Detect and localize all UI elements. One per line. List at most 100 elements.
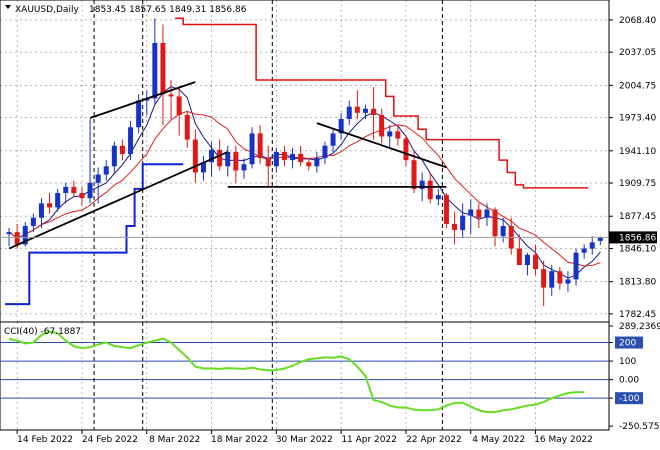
candle-body bbox=[346, 106, 352, 120]
cci-panel-frame bbox=[0, 321, 610, 431]
price-tick-label: 1813.80 bbox=[619, 278, 656, 288]
header: XAUUSD,Daily 1853.45 1857.65 1849.31 185… bbox=[5, 5, 247, 15]
candle-body bbox=[411, 160, 417, 189]
price-panel-frame bbox=[0, 0, 610, 323]
cci-tick-label: -250.5758 bbox=[619, 422, 660, 432]
candle-body bbox=[330, 133, 336, 146]
candle-body bbox=[200, 162, 206, 173]
trend-line bbox=[316, 122, 447, 169]
candle-body bbox=[79, 193, 85, 199]
candle-body bbox=[95, 174, 101, 183]
current-price-tag bbox=[609, 231, 657, 244]
candle-body bbox=[597, 237, 603, 241]
candle-body bbox=[395, 131, 401, 139]
candle-body bbox=[176, 96, 182, 115]
candle-body bbox=[184, 114, 190, 140]
candle-body bbox=[257, 133, 263, 159]
moving-averages bbox=[8, 85, 601, 279]
candle-body bbox=[6, 232, 12, 235]
trend-line bbox=[89, 81, 196, 119]
candle-body bbox=[354, 106, 360, 113]
candle-body bbox=[168, 94, 174, 97]
candle-body bbox=[419, 180, 425, 189]
candle-body bbox=[136, 100, 142, 128]
candle-body bbox=[573, 252, 579, 280]
fast-moving-average bbox=[8, 85, 601, 279]
candle-body bbox=[581, 248, 587, 253]
current-price-label: 1856.86 bbox=[619, 233, 656, 243]
candle-body bbox=[403, 138, 409, 161]
candle-body bbox=[314, 158, 320, 167]
cci-tick-label: -100 bbox=[619, 394, 640, 404]
candle-body bbox=[265, 158, 271, 167]
trend-lines bbox=[8, 81, 447, 250]
candle-body bbox=[71, 186, 77, 194]
candle-body bbox=[306, 162, 312, 167]
cci-tick-label: 100 bbox=[619, 357, 636, 367]
date-axis: 14 Feb 2022 24 Feb 2022 8 Mar 2022 18 Mar 2… bbox=[0, 429, 609, 445]
candle-body bbox=[533, 254, 539, 270]
candle-body bbox=[565, 279, 571, 284]
candle-body bbox=[379, 114, 385, 137]
candle-body bbox=[371, 108, 377, 115]
date-tick-label: 4 May 2022 bbox=[472, 435, 525, 445]
price-tick-label: 1973.40 bbox=[619, 114, 656, 124]
lower-stop-line bbox=[5, 163, 184, 306]
cci-level-tag bbox=[615, 336, 643, 349]
candle-body bbox=[589, 242, 595, 249]
price-panel: XAUUSD,Daily 1853.45 1857.65 1849.31 185… bbox=[0, 0, 610, 323]
candle-body bbox=[435, 195, 441, 200]
trend-line bbox=[8, 151, 229, 250]
cci-tick-label: 0.00 bbox=[619, 376, 639, 386]
candle-body bbox=[468, 209, 474, 216]
candle-body bbox=[119, 145, 125, 154]
candle-body bbox=[241, 164, 247, 171]
date-tick-label: 18 Mar 2022 bbox=[211, 435, 268, 445]
candle-body bbox=[452, 223, 458, 231]
candle-body bbox=[362, 108, 368, 113]
date-tick-label: 30 Mar 2022 bbox=[276, 435, 333, 445]
candle-body bbox=[492, 209, 498, 237]
triangle-down-icon[interactable] bbox=[5, 5, 11, 9]
candle-body bbox=[338, 119, 344, 134]
stop-lines bbox=[5, 17, 589, 306]
date-tick-label: 14 Feb 2022 bbox=[17, 435, 73, 445]
price-tick-label: 1877.45 bbox=[619, 212, 656, 222]
cci-label: CCI(40) -67.1887 bbox=[4, 327, 81, 337]
symbol-label: XAUUSD,Daily bbox=[15, 5, 79, 15]
candle-body bbox=[524, 254, 530, 266]
price-tick-label: 1846.10 bbox=[619, 244, 656, 254]
candle-body bbox=[128, 127, 134, 154]
candle-body bbox=[273, 151, 279, 167]
candles bbox=[6, 18, 603, 307]
cci-tick-label: 200 bbox=[619, 339, 636, 349]
price-tick-label: 2068.40 bbox=[619, 16, 656, 26]
candle-body bbox=[22, 225, 28, 245]
candle-body bbox=[281, 151, 287, 161]
price-tick-label: 2037.05 bbox=[619, 48, 656, 58]
candle-body bbox=[460, 215, 466, 231]
cci-panel: CCI(40) -67.1887 bbox=[0, 321, 610, 431]
candle-body bbox=[103, 166, 109, 175]
candle-body bbox=[55, 193, 61, 208]
upper-stop-line bbox=[175, 17, 589, 189]
candle-body bbox=[443, 195, 449, 224]
cci-axis: 289.2369 200 100 0.00 -100 -250.5758 bbox=[609, 322, 660, 432]
price-tick-label: 1941.10 bbox=[619, 147, 656, 157]
candle-body bbox=[557, 271, 563, 284]
candle-body bbox=[322, 145, 328, 159]
candle-body bbox=[225, 151, 231, 167]
candle-body bbox=[87, 182, 93, 199]
price-axis: 2068.40 2037.05 2004.75 1973.40 1941.10 1909.… bbox=[609, 16, 657, 320]
price-tick-label: 1782.45 bbox=[619, 310, 656, 320]
candle-body bbox=[14, 232, 20, 245]
candle-body bbox=[549, 271, 555, 288]
candle-body bbox=[516, 248, 522, 266]
candle-body bbox=[30, 217, 36, 226]
candle-body bbox=[192, 139, 198, 173]
candle-body bbox=[541, 269, 547, 288]
candle-body bbox=[209, 149, 215, 163]
cci-dashed-verticals bbox=[93, 322, 443, 430]
candle-body bbox=[290, 153, 296, 161]
